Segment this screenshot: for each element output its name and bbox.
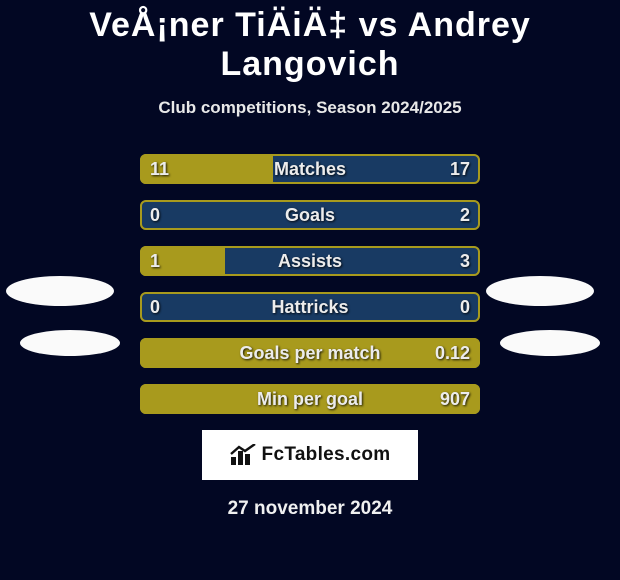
avatar-placeholder: [500, 330, 600, 356]
stat-row: 11Matches17: [140, 154, 480, 184]
stat-bars: 11Matches170Goals21Assists30Hattricks0Go…: [140, 154, 480, 414]
stat-row: 1Assists3: [140, 246, 480, 276]
stat-label: Goals per match: [140, 338, 480, 368]
avatar-placeholder: [20, 330, 120, 356]
comparison-stage: 11Matches170Goals21Assists30Hattricks0Go…: [0, 154, 620, 520]
stat-row: 0Goals2: [140, 200, 480, 230]
stat-right-value: 0.12: [435, 338, 470, 368]
stat-right-value: 0: [460, 292, 470, 322]
stat-right-value: 17: [450, 154, 470, 184]
source-logo: FcTables.com: [202, 430, 418, 480]
avatar-placeholder: [6, 276, 114, 306]
avatar-placeholder: [486, 276, 594, 306]
stat-label: Hattricks: [140, 292, 480, 322]
stat-right-value: 2: [460, 200, 470, 230]
stat-label: Min per goal: [140, 384, 480, 414]
bar-chart-icon: [230, 444, 256, 466]
stat-label: Assists: [140, 246, 480, 276]
stat-row: 0Hattricks0: [140, 292, 480, 322]
stat-right-value: 907: [440, 384, 470, 414]
stat-right-value: 3: [460, 246, 470, 276]
stat-row: Goals per match0.12: [140, 338, 480, 368]
page-title: VeÅ¡ner TiÄiÄ‡ vs Andrey Langovich: [0, 0, 620, 84]
source-logo-text: FcTables.com: [262, 444, 391, 466]
snapshot-date: 27 november 2024: [0, 498, 620, 520]
page-subtitle: Club competitions, Season 2024/2025: [0, 98, 620, 118]
stat-label: Goals: [140, 200, 480, 230]
stat-label: Matches: [140, 154, 480, 184]
stat-row: Min per goal907: [140, 384, 480, 414]
